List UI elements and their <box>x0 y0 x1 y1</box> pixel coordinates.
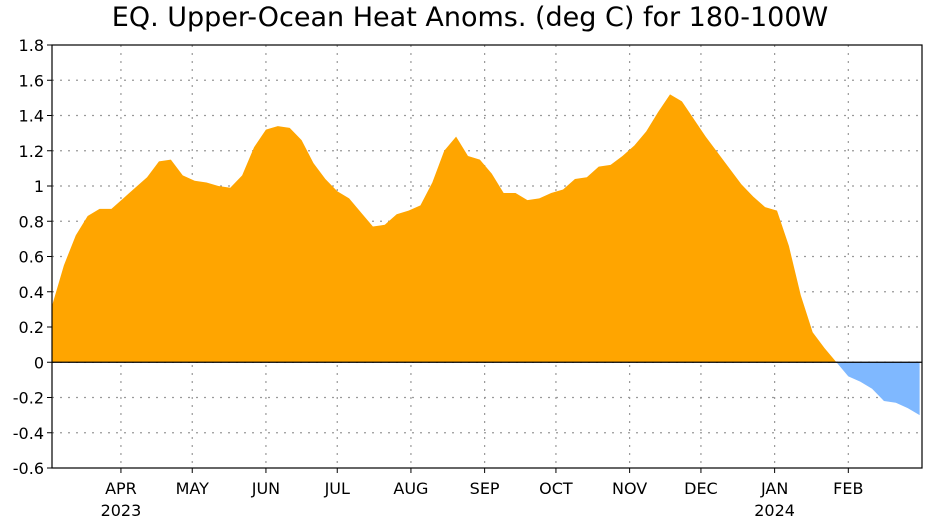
x-tick-label: MAY <box>176 479 210 498</box>
y-tick-label: 0.6 <box>19 248 44 267</box>
y-tick-label: 0.8 <box>19 212 44 231</box>
axes: -0.6 -0.4 -0.2 0 0.2 0.4 0.6 0.8 1 1.2 1.4 1.6 1.8 AP… <box>13 36 923 520</box>
x-tick-label: SEP <box>470 479 500 498</box>
positive-anomaly-area <box>52 94 920 363</box>
data-area <box>52 94 920 416</box>
x-year-label: 2024 <box>754 501 795 520</box>
x-tick-label: DEC <box>684 479 718 498</box>
y-tick-label: 0.2 <box>19 318 44 337</box>
y-tick-label: 1.8 <box>19 36 44 55</box>
y-tick-label: 0 <box>34 353 44 372</box>
y-tick-label: 1 <box>34 177 44 196</box>
x-tick-label: JUL <box>324 479 350 498</box>
x-tick-label: JAN <box>760 479 788 498</box>
y-tick-label: 1.2 <box>19 142 44 161</box>
y-tick-label: 1.6 <box>19 71 44 90</box>
y-tick-label: 1.4 <box>19 107 44 126</box>
y-tick-label: -0.4 <box>13 424 44 443</box>
y-tick-label: -0.6 <box>13 459 44 478</box>
plot-frame <box>51 44 923 469</box>
x-tick-label: APR <box>105 479 137 498</box>
x-tick-label: AUG <box>393 479 428 498</box>
x-tick-label: OCT <box>539 479 573 498</box>
chart-title: EQ. Upper-Ocean Heat Anoms. (deg C) for … <box>111 2 829 33</box>
x-tick-label: NOV <box>612 479 647 498</box>
y-tick-label: 0.4 <box>19 283 44 302</box>
y-tick-label: -0.2 <box>13 389 44 408</box>
x-tick-label: FEB <box>833 479 863 498</box>
x-year-label: 2023 <box>101 501 142 520</box>
x-tick-label: JUN <box>251 479 280 498</box>
